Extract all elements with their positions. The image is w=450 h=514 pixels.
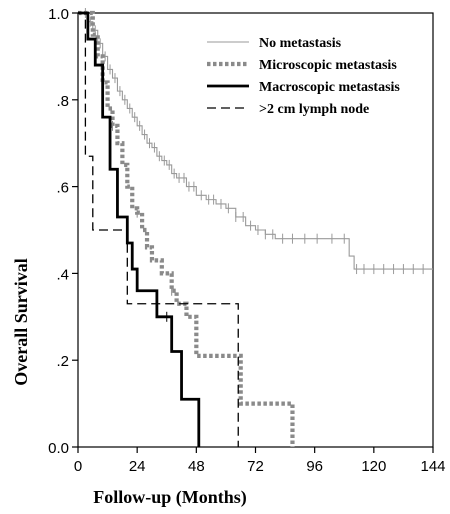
series-line-0 — [78, 12, 433, 270]
legend: No metastasis Microscopic metastasis Macro… — [207, 36, 400, 117]
y-tick-label: .4 — [56, 266, 69, 283]
legend-label-0: No metastasis — [259, 36, 342, 51]
series-line-1 — [78, 10, 295, 447]
x-tick-label: 96 — [306, 458, 323, 475]
y-tick-label: .8 — [56, 93, 69, 110]
x-tick-label: 72 — [247, 458, 264, 475]
y-tick-label: 1.0 — [48, 6, 69, 23]
series-line-2 — [78, 11, 201, 447]
y-tick-label: .2 — [56, 353, 69, 370]
x-tick-label: 144 — [420, 458, 445, 475]
x-tick-label: 0 — [74, 458, 82, 475]
legend-label-2: Macroscopic metastasis — [259, 80, 400, 95]
x-tick-label: 120 — [361, 458, 386, 475]
y-tick-label: 0.0 — [48, 440, 69, 457]
x-tick-label: 48 — [188, 458, 205, 475]
series-line-3 — [78, 12, 239, 447]
y-axis-title: Overall Survival — [11, 258, 31, 386]
series-layer — [78, 8, 433, 447]
legend-label-3: >2 cm lymph node — [259, 102, 369, 117]
axes-layer: 0 24 48 72 96 120 144 0.0 .2 .4 .6 .8 1.0 — [48, 6, 445, 475]
y-tick-label: .6 — [56, 180, 69, 197]
x-axis-title: Follow-up (Months) — [93, 487, 247, 508]
legend-label-1: Microscopic metastasis — [259, 58, 397, 73]
x-tick-label: 24 — [129, 458, 146, 475]
